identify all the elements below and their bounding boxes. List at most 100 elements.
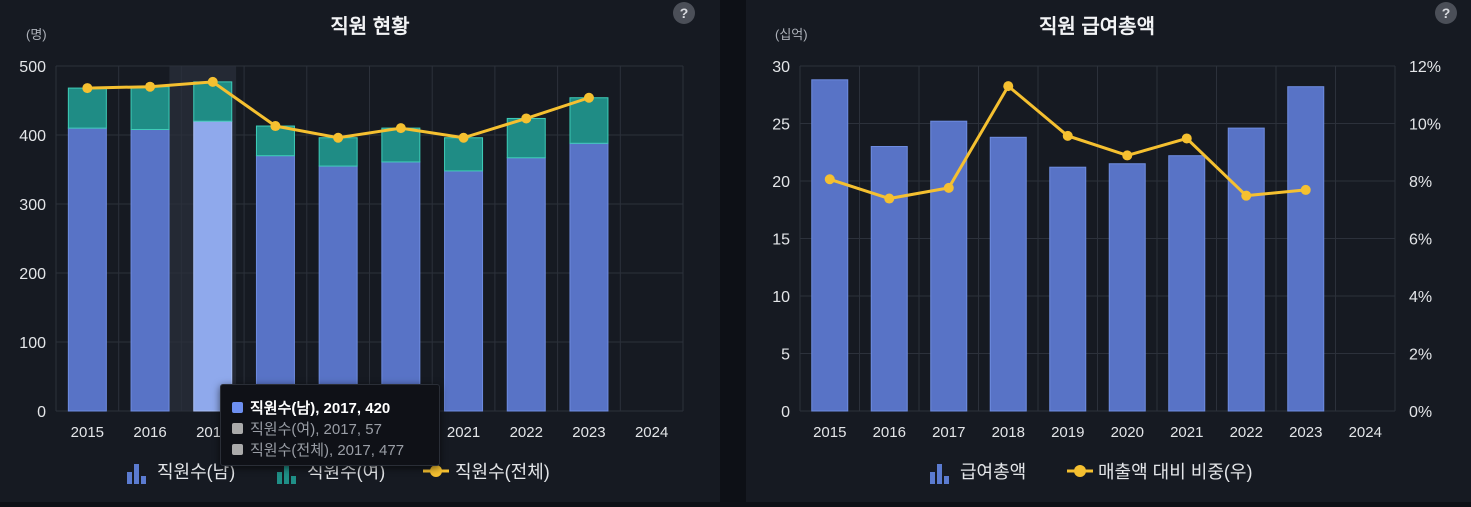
point-ratio [824, 174, 835, 185]
tooltip-swatch [232, 444, 243, 455]
x-tick-label: 2016 [873, 424, 906, 441]
tooltip-row-male: 직원수(남), 2017, 420 [232, 397, 439, 418]
tooltip-swatch [232, 402, 243, 413]
y-tick-label: 0 [37, 404, 46, 421]
bar-payroll [1108, 163, 1146, 412]
x-tick-label: 2023 [1289, 424, 1322, 441]
x-tick-label: 2017 [932, 424, 965, 441]
tooltip-swatch [232, 423, 243, 434]
y2-tick-label: 2% [1409, 347, 1432, 364]
legend-label-female: 직원수(여) [307, 462, 385, 482]
legend-line-icon [423, 465, 449, 477]
bar-male [569, 142, 609, 412]
y-tick-label: 15 [772, 232, 790, 249]
y2-tick-label: 0% [1409, 404, 1432, 421]
legend-bar-icon [277, 464, 296, 484]
bar-male [318, 165, 358, 412]
staff-status-chart: 직원 현황(명)01002003004005002015201620172018… [19, 15, 684, 484]
y-tick-label: 25 [772, 117, 790, 134]
bar-female [506, 117, 546, 159]
legend-label-male: 직원수(남) [157, 462, 235, 482]
point-ratio [1241, 190, 1252, 201]
chart-tooltip: 직원수(남), 2017, 420 직원수(여), 2017, 57 직원수(전… [220, 384, 440, 466]
tooltip-text: 직원수(남), 2017, 420 [250, 400, 391, 417]
legend-label-payroll: 급여총액 [960, 462, 1026, 482]
x-tick-label: 2022 [510, 424, 543, 441]
bar-male [130, 128, 170, 412]
bar-female [569, 97, 609, 144]
x-tick-label: 2020 [1111, 424, 1144, 441]
bar-payroll [1168, 155, 1206, 412]
tooltip-row-total: 직원수(전체), 2017, 477 [232, 439, 439, 460]
y-tick-label: 10 [772, 289, 790, 306]
bar-payroll [1049, 166, 1087, 412]
bar-male [67, 127, 107, 412]
x-tick-label: 2015 [71, 424, 104, 441]
point-ratio [1062, 130, 1073, 141]
x-tick-label: 2021 [1170, 424, 1203, 441]
legend-label-total: 직원수(전체) [455, 462, 550, 482]
bar-male [506, 157, 546, 412]
help-icon[interactable]: ? [673, 2, 695, 24]
chart-title: 직원 급여총액 [1039, 15, 1155, 38]
point-total [521, 113, 532, 124]
y-tick-label: 200 [19, 266, 46, 283]
y-tick-label: 0 [781, 404, 790, 421]
point-total [395, 123, 406, 134]
y2-tick-label: 8% [1409, 174, 1432, 191]
chart-title: 직원 현황 [330, 15, 410, 38]
point-total [270, 121, 281, 132]
y-tick-label: 500 [19, 59, 46, 76]
point-total [145, 81, 156, 92]
help-icon[interactable]: ? [1435, 2, 1457, 24]
payroll-panel: ? 직원 급여총액 (십억) 0 0% 5 2% 10 4% 15 6% 20 8% 25 10% 30 12… [746, 0, 1471, 502]
point-ratio [1181, 133, 1192, 144]
bar-female [381, 127, 421, 163]
x-tick-label: 2022 [1230, 424, 1263, 441]
y2-tick-label: 12% [1409, 59, 1441, 76]
legend-bar-icon [127, 464, 146, 484]
bar-payroll [989, 136, 1027, 412]
y-tick-label: 20 [772, 174, 790, 191]
y-tick-label: 30 [772, 59, 790, 76]
bar-payroll [811, 79, 849, 412]
point-total [207, 76, 218, 87]
y-tick-label: 300 [19, 197, 46, 214]
y-tick-label: 100 [19, 335, 46, 352]
point-ratio [884, 193, 895, 204]
point-ratio [1122, 150, 1133, 161]
x-tick-label: 2018 [992, 424, 1025, 441]
tooltip-row-female: 직원수(여), 2017, 57 [232, 418, 439, 439]
y-axis-unit-label: (십억) [775, 27, 808, 42]
y-axis-unit-label: (명) [26, 27, 47, 42]
x-tick-label: 2016 [133, 424, 166, 441]
tooltip-text: 직원수(여), 2017, 57 [250, 421, 382, 438]
point-ratio [1300, 184, 1311, 195]
staff-status-panel: ? 직원 현황 (명) 0 100 200 300 400 500 2015 2016 2017 20… [0, 0, 720, 502]
x-tick-label: 2024 [635, 424, 668, 441]
y2-tick-label: 4% [1409, 289, 1432, 306]
point-total [82, 83, 93, 94]
tooltip-text: 직원수(전체), 2017, 477 [250, 442, 405, 459]
y-tick-label: 400 [19, 128, 46, 145]
x-tick-label: 2021 [447, 424, 480, 441]
point-total [458, 132, 469, 143]
x-tick-label: 2019 [1051, 424, 1084, 441]
bar-female [67, 87, 107, 129]
bar-male [381, 161, 421, 412]
x-tick-label: 2015 [813, 424, 846, 441]
x-tick-label: 2024 [1349, 424, 1382, 441]
payroll-chart: 직원 급여총액 (십억) 0 0% 5 2% 10 4% 15 6% 20 8% 25 10% 30 12% 2… [772, 15, 1441, 484]
legend-bar-icon [930, 464, 949, 484]
point-ratio [943, 182, 954, 193]
point-total [333, 132, 344, 143]
bar-payroll [1287, 86, 1325, 412]
bar-female [130, 86, 170, 130]
legend-line-icon [1067, 465, 1093, 477]
point-total [583, 92, 594, 103]
y-tick-label: 5 [781, 347, 790, 364]
bar-payroll [870, 146, 908, 412]
x-tick-label: 2023 [572, 424, 605, 441]
bar-payroll [1227, 127, 1265, 412]
bar-male [255, 155, 295, 412]
